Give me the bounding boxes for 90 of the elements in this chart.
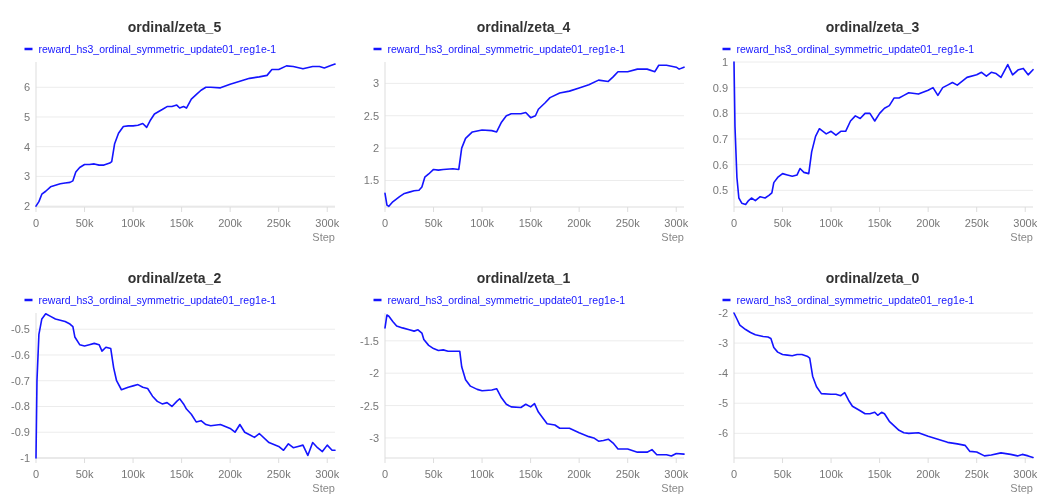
x-tick-label: 0 [381,468,389,480]
y-tick-label: 4 [23,140,30,153]
y-tick-label: -0.6 [11,348,30,361]
y-tick-label: 0.9 [712,81,728,94]
y-tick-label: 5 [23,110,30,123]
x-tick-label: 150k [867,217,893,229]
legend-label: reward_hs3_ordinal_symmetric_update01_reg1e-1 [736,43,975,55]
y-tick-label: 0.8 [712,107,728,120]
x-tick-label: 50k [424,217,443,229]
x-axis-title: Step [1010,482,1033,494]
x-tick-label: 100k [121,217,146,229]
x-tick-label: 0 [32,468,40,480]
x-tick-label: 150k [169,217,195,229]
x-tick-label: 50k [773,217,792,229]
x-tick-label: 300k [315,468,340,480]
y-tick-label: -3 [718,337,728,350]
x-tick-label: 300k [1013,468,1038,480]
y-tick-label: -1.5 [360,334,379,347]
y-tick-label: 0.6 [712,158,728,171]
chart-title: ordinal/zeta_0 [825,270,920,286]
y-tick-label: 3 [372,77,379,90]
y-tick-label: -0.9 [11,426,30,439]
x-tick-label: 150k [169,468,195,480]
legend-label: reward_hs3_ordinal_symmetric_update01_reg1e-1 [387,294,626,306]
y-tick-label: 1.5 [363,174,379,187]
x-tick-label: 100k [470,468,495,480]
y-tick-label: -0.7 [11,374,30,387]
x-tick-label: 200k [567,217,592,229]
y-tick-label: -4 [718,367,728,380]
x-tick-label: 100k [470,217,495,229]
y-tick-label: 3 [23,170,30,183]
x-tick-label: 250k [266,217,292,229]
x-tick-label: 50k [75,468,94,480]
x-tick-label: 0 [730,217,738,229]
x-axis-title: Step [661,482,684,494]
y-tick-label: -2.5 [360,399,379,412]
x-tick-label: 200k [567,468,592,480]
x-tick-label: 200k [218,217,243,229]
x-tick-label: 50k [773,468,792,480]
x-tick-label: 300k [315,217,340,229]
y-tick-label: -6 [718,427,728,440]
chart-title: ordinal/zeta_5 [127,19,222,35]
y-tick-label: 1 [721,56,728,68]
y-tick-label: -2 [718,307,728,319]
legend-label: reward_hs3_ordinal_symmetric_update01_reg1e-1 [38,43,277,55]
x-tick-label: 0 [381,217,389,229]
y-tick-label: -0.8 [11,400,30,413]
legend-label: reward_hs3_ordinal_symmetric_update01_reg1e-1 [38,294,277,306]
y-tick-label: -5 [718,397,728,410]
x-tick-label: 50k [75,217,94,229]
x-tick-label: 300k [664,468,689,480]
x-axis-title: Step [1010,231,1033,243]
x-axis-title: Step [312,231,335,243]
y-tick-label: 0.7 [712,132,728,145]
x-tick-label: 150k [867,468,893,480]
y-tick-label: 0.5 [712,184,728,197]
legend-label: reward_hs3_ordinal_symmetric_update01_reg1e-1 [387,43,626,55]
x-tick-label: 100k [819,468,844,480]
x-tick-label: 150k [518,217,544,229]
x-tick-label: 200k [218,468,243,480]
x-tick-label: 150k [518,468,544,480]
x-tick-label: 100k [819,217,844,229]
x-axis-title: Step [661,231,684,243]
x-tick-label: 250k [615,468,641,480]
y-tick-label: 2.5 [363,109,379,122]
x-tick-label: 250k [964,468,990,480]
y-tick-label: 2 [23,200,30,213]
x-axis-title: Step [312,482,335,494]
x-tick-label: 300k [664,217,689,229]
x-tick-label: 200k [916,468,941,480]
x-tick-label: 100k [121,468,146,480]
y-tick-label: -1 [20,452,30,464]
y-tick-label: -0.5 [11,323,30,336]
chart-title: ordinal/zeta_3 [825,19,920,35]
chart-title: ordinal/zeta_1 [476,270,571,286]
x-tick-label: 250k [964,217,990,229]
chart-title: ordinal/zeta_4 [476,19,571,35]
x-tick-label: 50k [424,468,443,480]
x-tick-label: 250k [266,468,292,480]
chart-title: ordinal/zeta_2 [127,270,222,286]
y-tick-label: -2 [369,367,379,380]
y-tick-label: 6 [23,81,30,94]
x-tick-label: 250k [615,217,641,229]
x-tick-label: 0 [730,468,738,480]
x-tick-label: 200k [916,217,941,229]
x-tick-label: 0 [32,217,40,229]
x-tick-label: 300k [1013,217,1038,229]
y-tick-label: -3 [369,431,379,444]
y-tick-label: 2 [372,142,379,155]
legend-label: reward_hs3_ordinal_symmetric_update01_reg1e-1 [736,294,975,306]
